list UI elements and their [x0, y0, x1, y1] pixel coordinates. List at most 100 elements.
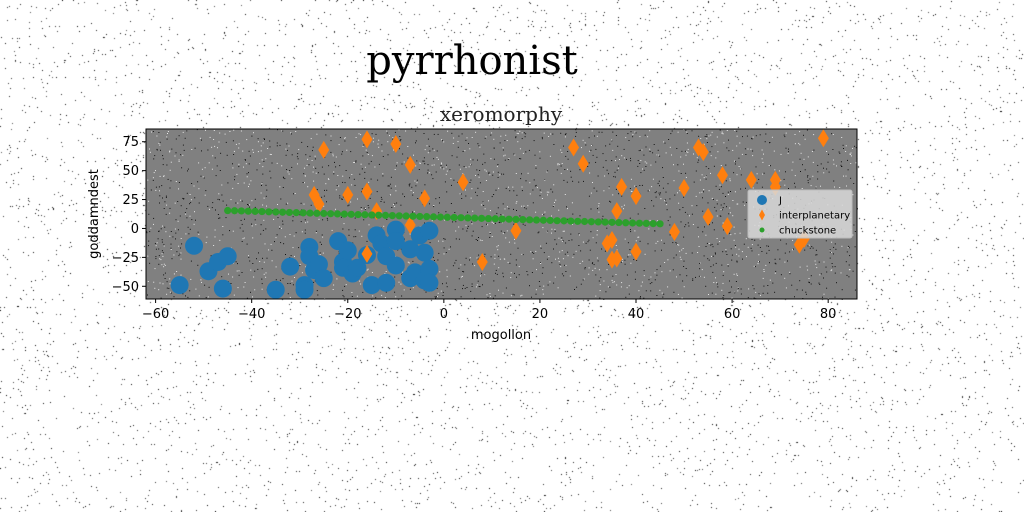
point-chuckstone [512, 215, 520, 223]
point-chuckstone [471, 214, 479, 222]
point-interplanetary [630, 242, 642, 261]
point-J [420, 259, 439, 278]
point-J [401, 240, 420, 259]
point-chuckstone [292, 209, 300, 217]
chart-title: xeromorphy [440, 102, 563, 126]
point-chuckstone [306, 209, 314, 217]
point-chuckstone [285, 208, 294, 217]
point-chuckstone [429, 213, 438, 221]
point-chuckstone [526, 216, 534, 224]
point-chuckstone [519, 216, 527, 224]
point-chuckstone [265, 208, 273, 216]
x-tick-label: 0 [440, 307, 448, 322]
point-chuckstone [498, 215, 506, 223]
point-chuckstone [368, 211, 376, 219]
point-interplanetary [342, 185, 354, 204]
point-chuckstone [230, 207, 239, 215]
point-chuckstone [580, 217, 589, 226]
point-J [170, 276, 189, 295]
y-tick-label: 0 [131, 222, 139, 237]
point-chuckstone [457, 214, 465, 222]
point-chuckstone [505, 215, 513, 223]
plot-frame [145, 128, 858, 300]
legend-label: chuckstone [779, 226, 836, 237]
point-J [314, 269, 333, 288]
point-chuckstone [340, 210, 348, 218]
point-chuckstone [532, 216, 541, 224]
point-interplanetary [630, 187, 642, 206]
point-chuckstone [423, 213, 431, 221]
point-chuckstone [388, 211, 396, 220]
point-chuckstone [320, 209, 328, 218]
point-J [415, 243, 434, 262]
point-J [420, 221, 439, 240]
point-chuckstone [402, 212, 410, 220]
legend-label: interplanetary [779, 211, 850, 222]
point-chuckstone [450, 213, 458, 222]
point-interplanetary [510, 221, 522, 240]
point-chuckstone [395, 212, 403, 220]
x-tick-label: 80 [820, 307, 837, 322]
point-J [386, 232, 405, 251]
series-chuckstone [224, 206, 664, 228]
figure-title: pyrrhonist [366, 38, 577, 84]
point-chuckstone [594, 218, 602, 226]
chart-marks [170, 129, 829, 299]
point-chuckstone [484, 214, 493, 223]
point-J [420, 273, 439, 292]
point-interplanetary [668, 222, 680, 241]
legend-marker [759, 227, 765, 233]
point-interplanetary [457, 173, 469, 192]
point-chuckstone [347, 210, 355, 218]
point-chuckstone [409, 212, 417, 220]
point-J [281, 257, 300, 276]
point-chuckstone [567, 217, 575, 225]
legend-marker [757, 195, 767, 205]
point-chuckstone [491, 215, 499, 223]
point-interplanetary [745, 170, 757, 189]
point-J [295, 280, 314, 299]
point-interplanetary [318, 140, 330, 159]
point-J [213, 279, 232, 298]
point-chuckstone [375, 211, 383, 219]
point-interplanetary [476, 252, 488, 271]
point-interplanetary [419, 189, 431, 208]
point-chuckstone [272, 208, 280, 216]
point-chuckstone [560, 217, 568, 225]
point-chuckstone [622, 219, 630, 227]
point-interplanetary [721, 217, 733, 236]
point-chuckstone [224, 206, 232, 215]
y-tick-label: −25 [112, 251, 139, 266]
point-chuckstone [608, 218, 616, 226]
point-J [185, 236, 204, 255]
point-interplanetary [606, 231, 618, 250]
point-chuckstone [313, 209, 321, 217]
point-chuckstone [443, 213, 451, 221]
point-interplanetary [361, 182, 373, 201]
point-J [309, 255, 328, 274]
point-chuckstone [546, 216, 554, 225]
point-chuckstone [477, 214, 486, 222]
point-chuckstone [258, 207, 266, 216]
point-interplanetary [390, 135, 402, 154]
x-tick-label: 20 [532, 307, 549, 322]
legend-label: J [778, 196, 782, 207]
point-J [348, 258, 367, 277]
x-tick-label: −60 [142, 307, 169, 322]
point-chuckstone [333, 210, 342, 218]
point-chuckstone [244, 207, 252, 215]
point-interplanetary [361, 244, 373, 263]
point-interplanetary [616, 177, 628, 196]
point-chuckstone [642, 219, 650, 228]
x-tick-label: −40 [238, 307, 265, 322]
series-interplanetary [308, 129, 829, 271]
y-axis-label: goddamndest [87, 169, 102, 259]
point-chuckstone [553, 217, 561, 225]
point-chuckstone [587, 218, 596, 226]
point-chuckstone [436, 213, 445, 221]
point-chuckstone [251, 207, 259, 215]
x-tick-label: −20 [334, 307, 361, 322]
x-axis: −60 −40 −20 0 20 40 60 80 [142, 299, 837, 322]
